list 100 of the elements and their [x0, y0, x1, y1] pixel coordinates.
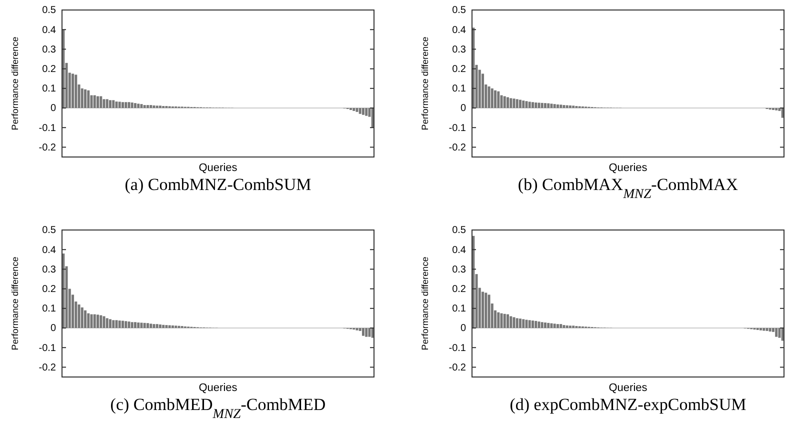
- y-tick-label: 0.3: [42, 44, 56, 56]
- y-tick-label: 0.2: [42, 284, 56, 295]
- bar: [516, 318, 518, 328]
- bar: [488, 86, 490, 108]
- bar: [140, 104, 143, 108]
- y-tick-label: 0.3: [42, 264, 56, 276]
- bar: [106, 318, 108, 328]
- bar: [556, 104, 559, 108]
- y-tick-label: 0.2: [452, 284, 466, 295]
- bar: [553, 324, 556, 328]
- text: (b) CombMAX$_{MNZ}$-CombMAX: [518, 175, 738, 200]
- y-tick-label: -0.1: [448, 342, 466, 354]
- bar: [568, 105, 572, 108]
- bar: [365, 328, 368, 337]
- y-tick-label: 0.4: [452, 24, 466, 36]
- bar: [538, 322, 540, 328]
- text: (a) CombMNZ-CombSUM: [124, 175, 312, 194]
- bar: [100, 315, 102, 328]
- y-tick-label: -0.2: [38, 142, 56, 154]
- y-tick-label: 0.4: [452, 244, 466, 256]
- bar: [525, 320, 528, 328]
- bar: [522, 319, 525, 328]
- bar: [80, 88, 84, 108]
- y-axis-title: Performance difference: [10, 36, 20, 130]
- bar: [488, 294, 490, 328]
- x-axis-title: Queries: [198, 382, 238, 394]
- bar: [775, 328, 778, 337]
- text: (d) expCombMNZ-expCombSUM: [510, 395, 746, 414]
- bar: [482, 292, 484, 328]
- bar: [96, 314, 100, 328]
- bar: [124, 321, 128, 328]
- bar: [130, 102, 134, 108]
- bar: [150, 324, 152, 328]
- bar: [96, 96, 100, 108]
- bar: [112, 100, 115, 108]
- bar: [762, 328, 766, 331]
- bar: [150, 105, 152, 108]
- bar: [152, 324, 156, 328]
- bar: [490, 88, 494, 108]
- bar: [525, 101, 528, 108]
- bar: [362, 328, 364, 336]
- bar: [93, 314, 96, 328]
- y-tick-label: 0: [460, 103, 466, 114]
- y-tick-label: 0.5: [42, 225, 56, 236]
- y-tick-label: 0.3: [452, 264, 466, 276]
- y-tick-label: 0.5: [452, 225, 466, 236]
- bar: [130, 322, 134, 328]
- y-tick-label: 0.4: [42, 244, 56, 256]
- bar: [519, 100, 522, 108]
- bar: [93, 95, 96, 108]
- bar: [106, 99, 108, 108]
- y-tick-label: 0.5: [452, 5, 466, 16]
- bar: [534, 102, 538, 108]
- bar: [766, 328, 768, 331]
- y-tick-label: 0: [50, 323, 56, 334]
- bar: [87, 90, 90, 108]
- bar: [137, 104, 140, 108]
- y-tick-label: -0.1: [38, 342, 56, 354]
- bar: [528, 320, 531, 328]
- text: (c) CombMED$_{MNZ}$-CombMED: [110, 395, 326, 420]
- bar: [503, 314, 506, 328]
- bar: [553, 104, 556, 108]
- bar: [121, 320, 124, 328]
- bar: [768, 328, 772, 332]
- y-tick-label: 0.1: [42, 84, 56, 95]
- bar: [560, 104, 562, 108]
- bar: [506, 314, 510, 328]
- y-tick-label: 0.1: [452, 84, 466, 95]
- bar: [84, 89, 87, 108]
- bar: [118, 102, 121, 108]
- y-tick-label: 0.3: [452, 44, 466, 56]
- bar: [534, 320, 538, 328]
- bar: [143, 322, 146, 328]
- x-axis-title: Queries: [198, 162, 238, 174]
- bar: [506, 97, 510, 108]
- bar: [100, 96, 102, 108]
- bar: [90, 314, 93, 328]
- bar: [494, 90, 497, 108]
- bar: [566, 105, 568, 108]
- bar: [368, 328, 371, 337]
- bar: [128, 102, 130, 108]
- bar: [512, 98, 516, 108]
- bar: [528, 102, 531, 108]
- bar: [171, 325, 174, 328]
- bar: [115, 102, 118, 108]
- bar: [146, 105, 149, 108]
- bar: [162, 324, 165, 328]
- bar: [500, 313, 503, 328]
- bar: [510, 316, 512, 328]
- bar: [512, 317, 516, 328]
- bar: [128, 322, 130, 328]
- bar: [510, 98, 512, 108]
- bar: [118, 320, 121, 328]
- y-tick-label: 0.5: [42, 5, 56, 16]
- bar: [115, 320, 118, 328]
- y-tick-label: 0.2: [452, 64, 466, 75]
- bar: [137, 322, 140, 328]
- bar: [540, 102, 544, 108]
- bar: [146, 323, 149, 328]
- bar: [519, 318, 522, 328]
